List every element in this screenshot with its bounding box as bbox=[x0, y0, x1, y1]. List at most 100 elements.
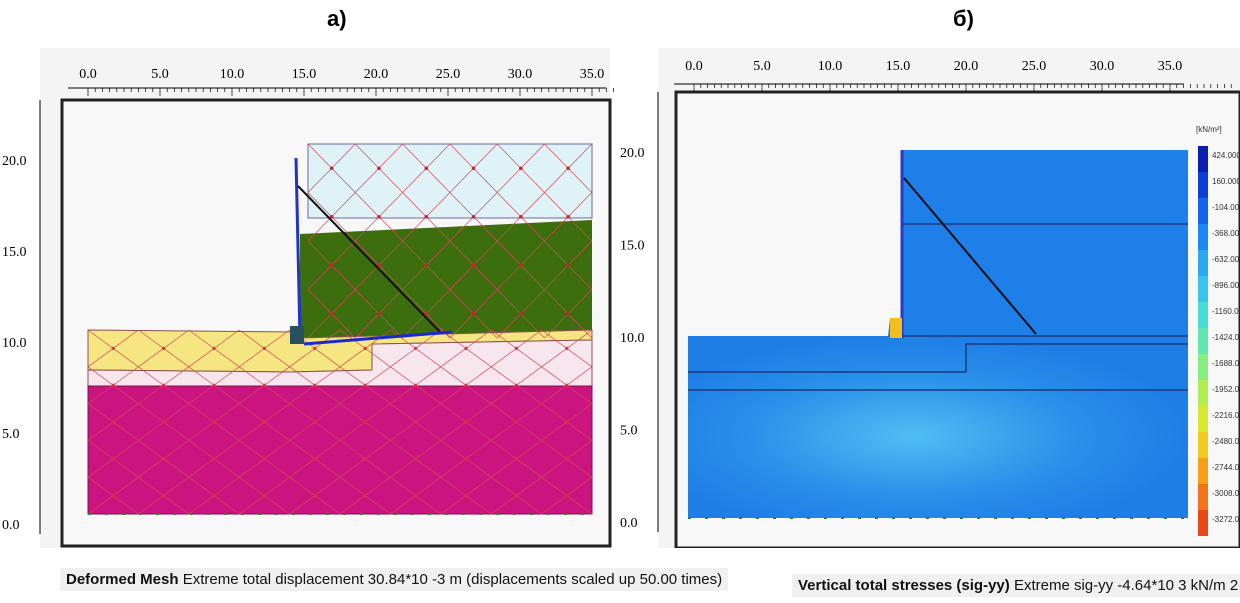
mesh-node bbox=[262, 383, 266, 387]
legend-swatch bbox=[1198, 510, 1208, 536]
finite-element-mesh bbox=[87, 143, 593, 515]
mesh-node bbox=[162, 420, 166, 424]
deformed-mesh-plot: 0.0 5.0 10.0 15.0 20.0 25.0 30.0 35.0 20.0 15.0 1… bbox=[2, 48, 614, 548]
legend-value: -1424.000 bbox=[1212, 333, 1240, 342]
mesh-node bbox=[514, 420, 519, 424]
mesh-node bbox=[262, 346, 266, 350]
x-axis-ticks: 0.0 5.0 10.0 15.0 20.0 25.0 30.0 35.0 bbox=[674, 59, 1232, 92]
legend-value: -368.000 bbox=[1212, 229, 1240, 238]
legend-swatch bbox=[1198, 250, 1208, 276]
green-soil-layer bbox=[300, 220, 592, 338]
legend-value: -104.000 bbox=[1212, 203, 1240, 212]
displaced-bottom bbox=[303, 330, 453, 346]
mesh-node bbox=[313, 383, 317, 387]
legend-value: -1688.000 bbox=[1212, 359, 1240, 368]
mesh-node bbox=[565, 383, 569, 387]
y-axis-ticks: 20.0 15.0 10.0 5.0 0.0 bbox=[2, 100, 41, 534]
mesh-node bbox=[212, 383, 216, 387]
ground-anchor bbox=[297, 185, 441, 333]
legend-swatch bbox=[1198, 354, 1208, 380]
x-axis-ticks: 0.0 5.0 10.0 15.0 20.0 25.0 30.0 35.0 bbox=[68, 67, 614, 96]
upper-soil-layer bbox=[307, 143, 593, 219]
mesh-node bbox=[471, 166, 476, 171]
x-tick-label: 35.0 bbox=[1158, 59, 1183, 74]
y-tick-label: 15.0 bbox=[620, 239, 645, 254]
mesh-node bbox=[363, 346, 367, 350]
caption-b-text: Extreme sig-yy -4.64*10 3 kN/m 2 bbox=[1013, 577, 1239, 594]
y-tick-label: 20.0 bbox=[620, 146, 645, 161]
caption-b-title: Vertical total stresses (sig-yy) bbox=[798, 577, 1010, 594]
mesh-node bbox=[363, 457, 367, 461]
mesh-node bbox=[514, 383, 519, 387]
mesh-node bbox=[111, 420, 115, 424]
mesh-node bbox=[519, 263, 523, 268]
legend-value: 160.000 bbox=[1212, 177, 1240, 186]
mesh-node bbox=[514, 494, 519, 498]
x-tick-label: 10.0 bbox=[220, 67, 245, 82]
legend-swatch bbox=[1198, 380, 1208, 406]
caption-b: Vertical total stresses (sig-yy) Extreme… bbox=[792, 574, 1240, 597]
caption-a-title: Deformed Mesh bbox=[66, 571, 179, 588]
mesh-node bbox=[377, 263, 381, 268]
panel-label-a: а) bbox=[327, 6, 347, 31]
mesh-node bbox=[464, 494, 468, 498]
legend-swatch bbox=[1198, 224, 1208, 250]
mesh-node bbox=[414, 346, 418, 350]
legend-value: -632.000 bbox=[1212, 255, 1240, 264]
y-axis-ticks: 20.0 15.0 10.0 5.0 0.0 bbox=[620, 92, 659, 532]
mesh-node bbox=[377, 311, 381, 316]
mesh-node bbox=[565, 420, 569, 424]
mesh-node bbox=[363, 420, 367, 424]
layer-boundary bbox=[688, 343, 1188, 373]
legend-value: -1952.000 bbox=[1212, 385, 1240, 394]
legend-swatch bbox=[1198, 432, 1208, 458]
mesh-node bbox=[377, 166, 381, 171]
mesh-node bbox=[566, 263, 570, 268]
mesh-node bbox=[424, 311, 429, 316]
legend-value: -3008.000 bbox=[1212, 489, 1240, 498]
stress-concentration bbox=[890, 318, 902, 338]
x-tick-label: 5.0 bbox=[151, 67, 169, 82]
x-tick-label: 20.0 bbox=[954, 59, 979, 74]
mesh-node bbox=[262, 420, 266, 424]
mesh-node bbox=[519, 166, 523, 171]
mesh-node bbox=[111, 346, 115, 350]
light-pink-layer bbox=[87, 339, 593, 387]
legend-value: 424.000 bbox=[1212, 151, 1240, 160]
x-tick-label: 25.0 bbox=[1022, 59, 1047, 74]
mesh-node bbox=[212, 494, 216, 498]
caption-a: Deformed Mesh Extreme total displacement… bbox=[60, 568, 729, 591]
x-tick-label: 30.0 bbox=[1090, 59, 1115, 74]
legend-value: -2744.000 bbox=[1212, 463, 1240, 472]
mesh-node bbox=[111, 494, 115, 498]
mesh-node bbox=[111, 383, 115, 387]
mesh-node bbox=[471, 214, 476, 219]
legend-swatch bbox=[1198, 172, 1208, 198]
ground-anchor bbox=[903, 177, 1037, 335]
legend-swatch bbox=[1198, 198, 1208, 224]
x-tick-label: 35.0 bbox=[580, 67, 605, 82]
legend-value: -1160.000 bbox=[1212, 307, 1240, 316]
legend-swatch bbox=[1198, 484, 1208, 510]
y-tick-label: 5.0 bbox=[620, 424, 638, 439]
mesh-node bbox=[313, 494, 317, 498]
y-tick-label: 0.0 bbox=[2, 518, 20, 533]
mesh-node bbox=[111, 457, 115, 461]
mesh-node bbox=[471, 311, 476, 316]
legend-value: -896.000 bbox=[1212, 281, 1240, 290]
panel-label-b: б) bbox=[953, 6, 974, 31]
mesh-node bbox=[471, 263, 476, 268]
mesh-node bbox=[212, 420, 216, 424]
mesh-node bbox=[329, 166, 334, 171]
legend-swatch bbox=[1198, 406, 1208, 432]
mesh-node bbox=[212, 457, 216, 461]
mesh-node bbox=[566, 311, 570, 316]
y-tick-label: 0.0 bbox=[620, 516, 638, 531]
mesh-node bbox=[313, 346, 317, 350]
mesh-node bbox=[329, 214, 334, 219]
mesh-node bbox=[329, 311, 334, 316]
legend-swatch bbox=[1198, 458, 1208, 484]
mesh-node bbox=[414, 383, 418, 387]
mesh-node bbox=[363, 383, 367, 387]
mesh-node bbox=[377, 214, 381, 219]
